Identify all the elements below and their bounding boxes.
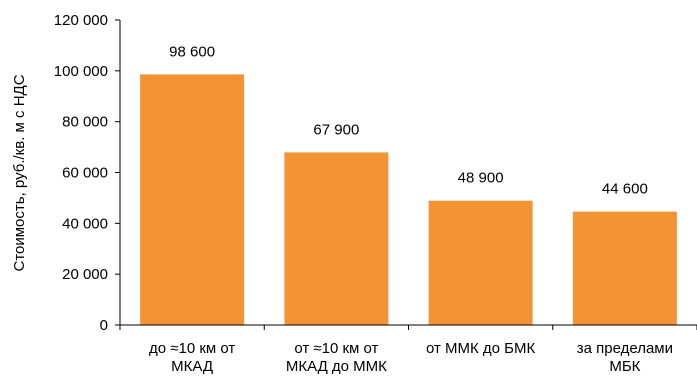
y-tick-label: 40 000 [62, 215, 108, 232]
bar [140, 74, 245, 326]
x-category-label: за пределами [577, 340, 673, 357]
data-labels: 98 600 67 900 48 900 44 600 [169, 43, 648, 197]
bar [284, 152, 389, 325]
y-tick-label: 20 000 [62, 266, 108, 283]
y-tick-label: 0 [100, 317, 108, 334]
y-tick-label: 80 000 [62, 114, 108, 131]
y-axis-ticks: 0 20 000 40 000 60 000 80 000 100 000 120 000 [54, 12, 120, 334]
y-axis-title: Стоимость, руб./кв. м с НДС [11, 74, 28, 271]
bars [140, 74, 677, 326]
x-axis-ticks [119, 325, 697, 330]
x-category-label: МКАД [171, 358, 213, 375]
x-category-label: МБК [609, 358, 640, 375]
data-label: 48 900 [458, 170, 504, 187]
data-label: 67 900 [313, 121, 359, 138]
y-tick-label: 120 000 [54, 12, 108, 29]
data-label: 98 600 [169, 43, 215, 60]
x-category-label: до ≈10 км от [149, 340, 235, 357]
bar [572, 211, 677, 325]
y-tick-label: 60 000 [62, 165, 108, 182]
data-label: 44 600 [602, 181, 648, 198]
y-axis-title-group: Стоимость, руб./кв. м с НДС [11, 74, 28, 271]
y-tick-label: 100 000 [54, 63, 108, 80]
x-category-label: от ММК до БМК [426, 340, 536, 357]
x-category-label: от ≈10 км от [294, 340, 378, 357]
x-category-label: МКАД до ММК [286, 358, 387, 375]
bar [428, 200, 533, 325]
